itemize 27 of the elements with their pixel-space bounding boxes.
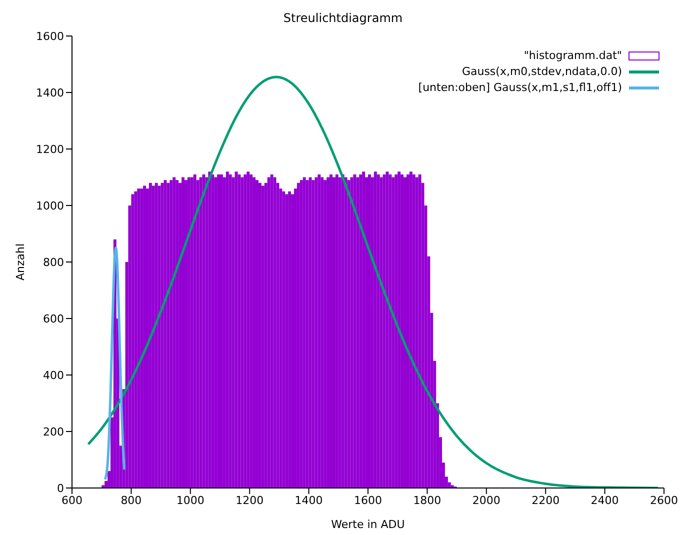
y-tick-label: 600 [43,312,64,326]
x-tick-label: 2600 [650,494,678,507]
y-tick-label: 1600 [36,30,64,43]
x-tick-label: 1000 [176,494,204,507]
x-tick-label: 1400 [294,494,323,507]
legend-label: [unten:oben] Gauss(x,m1,s1,fl1,off1) [418,80,622,96]
y-tick-label: 1000 [36,199,64,212]
x-tick-label: 1200 [236,494,264,507]
x-tick-label: 2400 [590,494,619,507]
x-tick-label: 2200 [532,494,560,507]
legend-label: "histogramm.dat" [524,48,622,64]
y-tick-label: 1200 [36,142,64,156]
x-axis-title: Werte in ADU [331,518,405,531]
x-tick-label: 600 [62,494,82,507]
y-axis-title: Anzahl [14,243,27,281]
x-tick-label: 2000 [472,494,500,507]
x-tick-label: 800 [120,494,142,507]
y-tick-label: 0 [57,482,64,495]
chart-title: Streulichtdiagramm [283,11,403,25]
y-tick-label: 200 [43,425,64,438]
y-tick-label: 400 [43,368,64,382]
x-tick-label: 1600 [354,494,382,507]
line-series [87,76,660,488]
y-tick-label: 1400 [36,86,64,100]
legend-label: Gauss(x,m0,stdev,ndata,0.0) [462,64,622,80]
x-tick-label: 1800 [413,494,442,507]
y-tick-label: 800 [43,256,64,269]
